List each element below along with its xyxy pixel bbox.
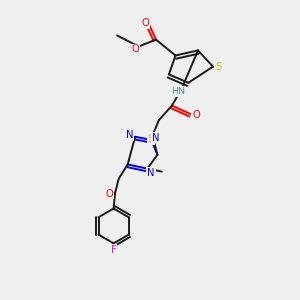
Text: F: F (111, 245, 116, 255)
Text: S: S (148, 134, 154, 144)
Text: N: N (147, 168, 155, 178)
Text: S: S (215, 61, 221, 72)
Text: HN: HN (171, 87, 185, 96)
Text: O: O (142, 18, 149, 28)
Text: N: N (152, 133, 159, 142)
Text: O: O (106, 188, 114, 199)
Text: O: O (192, 110, 200, 120)
Text: O: O (131, 44, 139, 55)
Text: N: N (126, 130, 134, 140)
